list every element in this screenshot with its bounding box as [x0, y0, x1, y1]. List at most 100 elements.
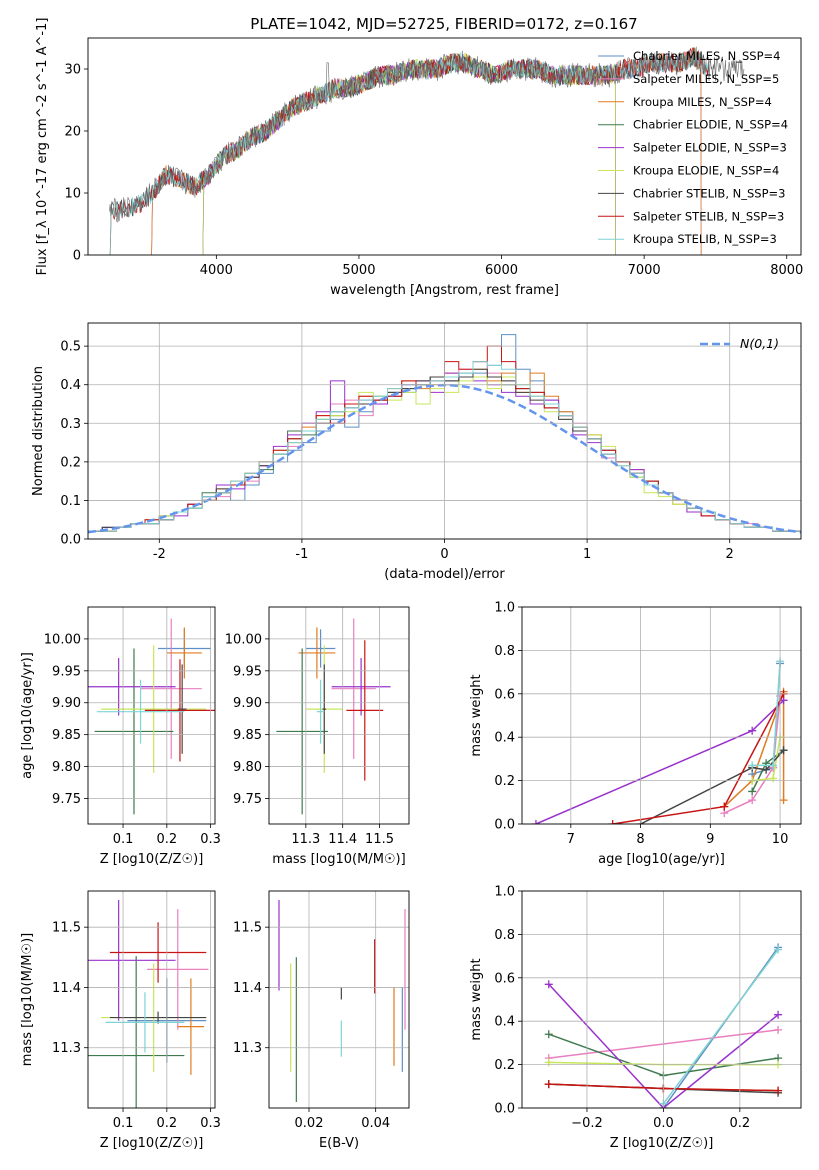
x-axis-label: E(B-V) — [319, 1136, 359, 1151]
model-spectrum-line — [202, 52, 616, 255]
y-tick-label: 0.4 — [494, 731, 515, 746]
mass-weight-marker — [762, 765, 771, 774]
x-tick-label: 0.2 — [156, 832, 177, 847]
plot-area — [88, 618, 215, 815]
x-tick-label: 0.1 — [113, 1116, 134, 1131]
x-tick-label: 0.3 — [200, 1116, 221, 1131]
x-tick-label: 5000 — [342, 263, 375, 278]
chart-spectrum: 4000 5000 6000 7000 8000 0 10 20 30 wavelength [A… — [35, 18, 803, 298]
model-spectrum-line — [202, 52, 616, 255]
plot-area — [276, 618, 391, 815]
legend-entry: Chabrier MILES, N_SSP=4 — [633, 49, 780, 63]
chart-mass-weight-vs-age: 7 8 9 10 0.0 0.2 0.4 0.6 0.8 1.0 age [log10(age/yr… — [469, 601, 802, 867]
x-axis-label: (data-model)/error — [384, 567, 505, 582]
y-tick-label: 0.0 — [60, 533, 81, 548]
x-tick-label: 6000 — [485, 263, 518, 278]
y-tick-label: 9.80 — [233, 760, 262, 775]
x-tick-label: 2 — [726, 547, 734, 562]
x-axis-label: age [log10(age/yr)] — [598, 852, 725, 867]
y-tick-label: 9.75 — [52, 792, 81, 807]
x-tick-label: 1 — [583, 547, 591, 562]
x-tick-label: 0.02 — [295, 1116, 324, 1131]
mass-weight-marker — [544, 1058, 553, 1067]
y-tick-label: 1.0 — [494, 601, 515, 616]
y-tick-label: 0.3 — [60, 417, 81, 432]
axes-frame — [521, 606, 802, 825]
axes-frame — [87, 606, 216, 825]
legend-entry: N(0,1) — [740, 336, 779, 351]
axes-frame — [268, 606, 410, 825]
x-tick-label: 0.3 — [200, 832, 221, 847]
mass-weight-marker — [544, 1080, 553, 1089]
mass-weight-marker — [748, 787, 757, 796]
y-tick-label: 11.5 — [52, 921, 81, 936]
legend-entry: Kroupa MILES, N_SSP=4 — [633, 95, 772, 109]
chart-residuals: -2 -1 0 1 2 0.0 0.1 0.2 0.3 0.4 0.5 (data-model)/er… — [31, 322, 802, 582]
y-tick-label: 0.4 — [60, 378, 81, 393]
y-tick-label: 10.00 — [44, 632, 81, 647]
x-axis-label: Z [log10(Z/Z☉)] — [100, 852, 204, 867]
x-tick-label: 11.3 — [291, 832, 320, 847]
mass-weight-line — [640, 749, 785, 824]
x-tick-label: 7 — [567, 832, 575, 847]
y-tick-label: 0 — [73, 249, 81, 264]
mass-weight-marker — [531, 820, 540, 824]
legend-entry: Kroupa STELIB, N_SSP=3 — [633, 232, 777, 246]
mass-weight-marker — [748, 726, 757, 735]
x-tick-label: 7000 — [628, 263, 661, 278]
y-axis-label: mass [log10(M/M☉)] — [20, 933, 35, 1066]
x-tick-label: 0 — [440, 547, 448, 562]
x-tick-label: 10 — [772, 832, 789, 847]
y-tick-label: 9.85 — [233, 728, 262, 743]
y-tick-label: 9.90 — [233, 696, 262, 711]
y-tick-label: 9.85 — [52, 728, 81, 743]
x-tick-label: 11.5 — [365, 832, 394, 847]
y-tick-label: 10.00 — [225, 632, 262, 647]
y-axis-label: Flux [f_λ 10^-17 erg cm^-2 s^-1 A^-1] — [35, 18, 50, 276]
mass-weight-marker — [774, 1025, 783, 1034]
y-axis-label: age [log10(age/yr)] — [20, 652, 35, 779]
plot-area — [88, 900, 209, 1108]
chart-age-vs-mass: 11.3 11.4 11.5 9.75 9.80 9.85 9.90 9.95 10.00 mas… — [225, 606, 410, 867]
y-tick-label: 9.80 — [52, 760, 81, 775]
x-tick-label: −0.2 — [571, 1116, 603, 1131]
mass-weight-marker — [748, 796, 757, 805]
legend-entry: Salpeter STELIB, N_SSP=3 — [633, 209, 784, 223]
y-tick-label: 0.5 — [60, 340, 81, 355]
y-tick-label: 20 — [64, 125, 81, 140]
observed-spectrum-line — [109, 46, 745, 224]
y-tick-label: 11.5 — [233, 921, 262, 936]
plot-area — [531, 657, 788, 824]
legend-entry: Chabrier STELIB, N_SSP=3 — [633, 186, 785, 200]
y-tick-label: 11.3 — [233, 1041, 262, 1056]
y-tick-label: 0.0 — [494, 818, 515, 833]
mass-weight-marker — [544, 980, 553, 989]
mass-weight-line — [612, 693, 785, 824]
x-tick-label: -2 — [153, 547, 166, 562]
x-tick-label: 0.1 — [113, 832, 134, 847]
y-tick-label: 0.6 — [494, 971, 515, 986]
axes-frame — [268, 890, 410, 1109]
x-tick-label: 0.2 — [730, 1116, 751, 1131]
mass-weight-marker — [769, 761, 778, 770]
axes-frame — [87, 322, 802, 540]
mass-weight-line — [752, 661, 781, 767]
y-tick-label: 9.95 — [233, 664, 262, 679]
legend-entry: Chabrier ELODIE, N_SSP=4 — [633, 118, 788, 132]
y-tick-label: 9.95 — [52, 664, 81, 679]
mass-weight-line — [662, 949, 779, 1105]
y-tick-label: 0.8 — [494, 644, 515, 659]
y-tick-label: 11.3 — [52, 1041, 81, 1056]
y-tick-label: 30 — [64, 63, 81, 78]
chart-mass-weight-vs-Z: −0.2 0.0 0.2 0.0 0.2 0.4 0.6 0.8 1.0 Z [log10(Z/Z… — [469, 885, 802, 1151]
legend-entry: Salpeter MILES, N_SSP=5 — [633, 72, 779, 86]
x-tick-label: 9 — [706, 832, 714, 847]
y-tick-label: 0.2 — [60, 455, 81, 470]
mass-weight-marker — [779, 796, 788, 805]
x-tick-label: 0.2 — [156, 1116, 177, 1131]
chart-mass-vs-Z: 0.1 0.2 0.3 11.3 11.4 11.5 Z [log10(Z/Z☉)] mass… — [20, 890, 221, 1151]
mass-weight-marker — [769, 774, 778, 783]
legend-entry: Salpeter ELODIE, N_SSP=3 — [633, 141, 787, 155]
x-axis-label: Z [log10(Z/Z☉)] — [610, 1136, 714, 1151]
